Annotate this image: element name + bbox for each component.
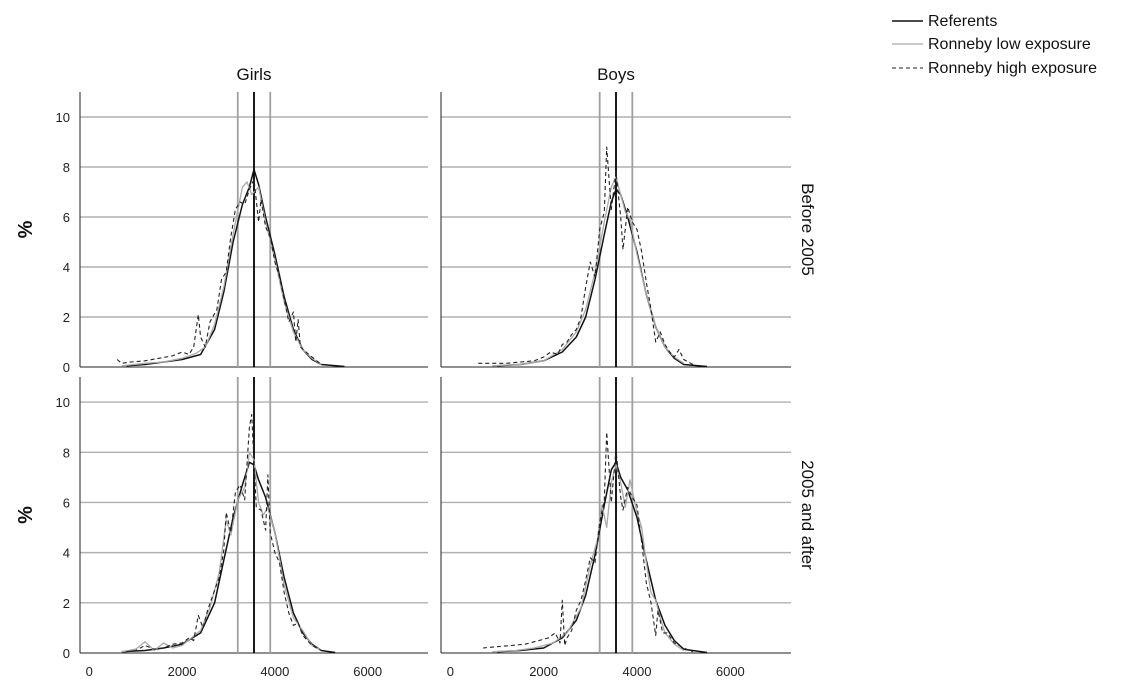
legend-label-ronneby-low-exposure: Ronneby low exposure bbox=[928, 36, 1091, 53]
y-tick-label-girls-before-2005-0: 0 bbox=[63, 360, 70, 375]
x-tick-label-girls-2005-and-after-4000: 4000 bbox=[260, 664, 289, 679]
series-line-ronneby-low-exposure-boys-before-2005 bbox=[492, 176, 685, 367]
x-tick-label-girls-2005-and-after-0: 0 bbox=[86, 664, 93, 679]
y-tick-label-girls-2005-and-after-2: 2 bbox=[63, 596, 70, 611]
series-line-ronneby-high-exposure-boys-2005-and-after bbox=[482, 431, 694, 653]
y-tick-label-girls-2005-and-after-6: 6 bbox=[63, 495, 70, 510]
column-header-boys: Boys bbox=[597, 65, 635, 84]
series-line-referents-boys-before-2005 bbox=[496, 188, 708, 368]
y-tick-label-girls-before-2005-6: 6 bbox=[63, 210, 70, 225]
column-header-girls: Girls bbox=[237, 65, 272, 84]
x-tick-label-boys-2005-and-after-2000: 2000 bbox=[529, 664, 558, 679]
x-tick-label-girls-2005-and-after-2000: 2000 bbox=[168, 664, 197, 679]
series-line-referents-girls-2005-and-after bbox=[121, 461, 336, 654]
series-line-ronneby-low-exposure-girls-before-2005 bbox=[121, 181, 322, 367]
series-line-ronneby-high-exposure-girls-before-2005 bbox=[116, 178, 322, 365]
row-header-before-2005: Before 2005 bbox=[798, 183, 817, 276]
y-tick-label-girls-before-2005-2: 2 bbox=[63, 310, 70, 325]
x-tick-label-boys-2005-and-after-4000: 4000 bbox=[623, 664, 652, 679]
series-line-ronneby-low-exposure-boys-2005-and-after bbox=[492, 464, 685, 653]
series-line-ronneby-low-exposure-girls-2005-and-after bbox=[121, 451, 322, 653]
series-line-referents-girls-before-2005 bbox=[126, 168, 345, 368]
series-line-ronneby-high-exposure-girls-2005-and-after bbox=[126, 414, 322, 653]
y-tick-label-girls-2005-and-after-4: 4 bbox=[63, 546, 70, 561]
y-tick-label-girls-2005-and-after-8: 8 bbox=[63, 445, 70, 460]
y-tick-label-girls-2005-and-after-10: 10 bbox=[56, 395, 70, 410]
y-axis-label-before-2005: % bbox=[15, 220, 37, 238]
y-tick-label-girls-2005-and-after-0: 0 bbox=[63, 646, 70, 661]
series-line-ronneby-high-exposure-boys-before-2005 bbox=[478, 146, 694, 365]
y-tick-label-girls-before-2005-8: 8 bbox=[63, 160, 70, 175]
series-line-referents-boys-2005-and-after bbox=[496, 461, 708, 654]
x-tick-label-boys-2005-and-after-0: 0 bbox=[447, 664, 454, 679]
y-tick-label-girls-before-2005-10: 10 bbox=[56, 110, 70, 125]
x-tick-label-girls-2005-and-after-6000: 6000 bbox=[353, 664, 382, 679]
legend-label-referents: Referents bbox=[928, 13, 997, 30]
legend-label-ronneby-high-exposure: Ronneby high exposure bbox=[928, 60, 1097, 77]
x-tick-label-boys-2005-and-after-6000: 6000 bbox=[716, 664, 745, 679]
y-axis-label-2005-and-after: % bbox=[15, 506, 37, 524]
y-tick-label-girls-before-2005-4: 4 bbox=[63, 260, 70, 275]
row-header-2005-and-after: 2005 and after bbox=[798, 460, 817, 570]
